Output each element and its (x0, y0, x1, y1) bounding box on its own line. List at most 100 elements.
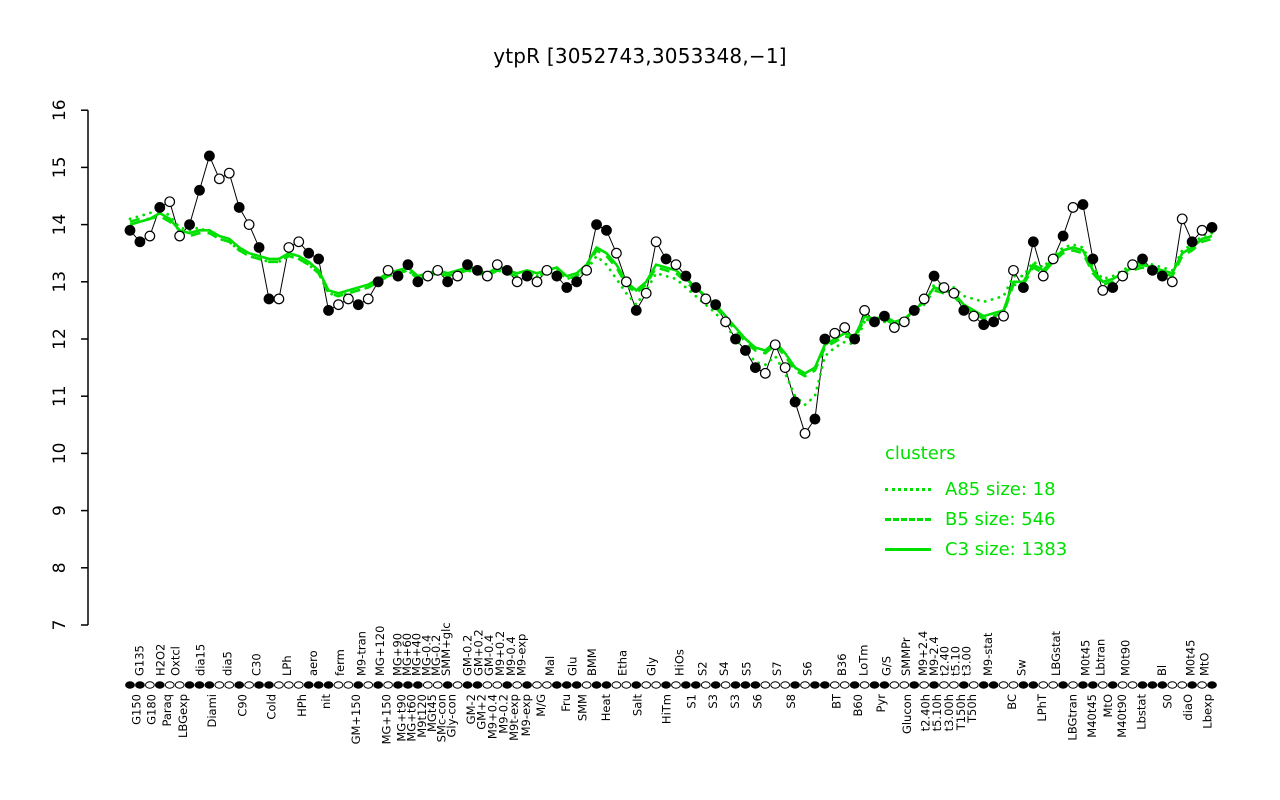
x-axis-label: M9+0.4 (485, 694, 499, 739)
condition-symbol (958, 681, 969, 689)
data-point-marker (769, 339, 781, 351)
x-axis-label: SMM (575, 694, 589, 721)
condition-symbol (343, 681, 354, 689)
x-axis-label: M9-0.2 (496, 694, 510, 734)
condition-symbol (641, 681, 652, 689)
condition-symbol (1147, 681, 1158, 689)
condition-symbol (472, 681, 483, 689)
x-axis-label: dia5 (220, 651, 234, 676)
data-point-marker (819, 333, 831, 345)
data-point-marker (442, 276, 454, 288)
data-point-marker (422, 270, 434, 282)
x-axis-label: B60 (851, 694, 865, 717)
data-point-marker (551, 270, 563, 282)
data-point-marker (1156, 270, 1168, 282)
x-axis-label: MtO (1197, 653, 1211, 676)
data-point-marker (1077, 199, 1089, 210)
data-point-marker (700, 293, 712, 305)
x-axis-label: Diami (205, 694, 219, 728)
data-point-marker (789, 396, 801, 408)
data-point-marker (283, 242, 295, 253)
data-point-marker (313, 253, 325, 265)
data-point-marker (1117, 270, 1129, 282)
condition-symbol (1078, 681, 1088, 689)
condition-symbol (581, 681, 592, 689)
x-axis-label: S7 (770, 661, 784, 676)
condition-symbol (919, 681, 930, 689)
x-axis-label: Lbexp (1201, 694, 1215, 729)
x-axis-label: M9-2.4 (927, 636, 941, 676)
condition-symbol (700, 681, 711, 689)
data-point-marker (392, 270, 404, 282)
condition-symbol (1028, 681, 1039, 689)
data-point-marker (879, 310, 890, 322)
condition-symbol (403, 681, 413, 689)
x-axis-label: Cold (265, 694, 279, 720)
data-point-marker (948, 287, 960, 299)
condition-symbol (1038, 681, 1049, 689)
condition-symbol (978, 681, 989, 689)
x-axis-label: BMM (585, 648, 599, 676)
x-axis-label: G180 (145, 694, 159, 725)
x-axis-label: GM-0.2 (461, 635, 475, 676)
data-point-marker (1057, 230, 1069, 242)
condition-symbol (224, 681, 235, 689)
condition-symbol (1107, 681, 1118, 689)
x-axis-label: MG+60 (400, 633, 414, 676)
data-point-marker (601, 224, 612, 236)
condition-symbol (998, 681, 1009, 689)
condition-symbol (234, 681, 245, 689)
data-point-marker (501, 264, 513, 276)
cluster-line-b5 (129, 214, 1213, 378)
legend-entry-a85: A85 size: 18 (885, 474, 1067, 504)
x-axis-label: S6 (751, 694, 765, 709)
x-axis-label: G135 (133, 645, 147, 676)
x-axis-label: MGt45 (425, 694, 439, 732)
x-axis-label: GM+0.2 (471, 629, 485, 676)
x-axis-label: T50h (965, 694, 979, 724)
condition-symbol (154, 681, 165, 689)
condition-symbol (591, 681, 602, 689)
x-axis-label: MG+150 (379, 694, 393, 744)
data-point-marker (333, 299, 344, 311)
data-point-marker (898, 316, 910, 328)
condition-symbol (244, 681, 255, 689)
condition-symbol (710, 681, 721, 689)
condition-symbol (264, 681, 274, 689)
data-point-marker (412, 276, 424, 288)
condition-symbol (929, 681, 939, 689)
data-point-marker (779, 362, 791, 374)
data-point-marker (749, 362, 761, 374)
y-tick-label: 13 (50, 271, 70, 293)
data-point-marker (1017, 282, 1029, 293)
data-point-marker (273, 293, 285, 305)
condition-symbol (879, 681, 890, 689)
x-axis-label: S4 (717, 661, 731, 676)
x-axis-label: M9-exp (519, 694, 533, 736)
condition-symbol (393, 681, 403, 689)
x-axis-label: MG+t90 (395, 694, 409, 742)
data-point-marker (432, 264, 444, 276)
data-point-marker (720, 316, 731, 328)
data-point-marker (938, 282, 950, 293)
x-axis-label: Sw (1015, 659, 1029, 676)
data-point-marker (1196, 224, 1208, 236)
condition-symbol (363, 681, 374, 689)
data-point-marker (859, 305, 870, 316)
condition-symbol (661, 681, 671, 689)
data-point-marker (204, 150, 215, 162)
x-axis-label: M/G (534, 694, 548, 717)
x-axis-label: diaO (1181, 694, 1195, 721)
x-axis-label: LPh (280, 655, 294, 676)
condition-symbol (303, 681, 314, 689)
x-axis-label: Fru (559, 694, 573, 712)
condition-symbol (571, 681, 582, 689)
x-axis-label: HPh (295, 694, 309, 717)
condition-symbol (522, 681, 532, 689)
condition-symbol (502, 681, 513, 689)
legend: clusters A85 size: 18 B5 size: 546 C3 si… (885, 443, 1067, 564)
data-point-marker (908, 305, 920, 316)
x-axis-label: MG-0.2 (429, 635, 443, 676)
data-point-marker (402, 259, 414, 271)
